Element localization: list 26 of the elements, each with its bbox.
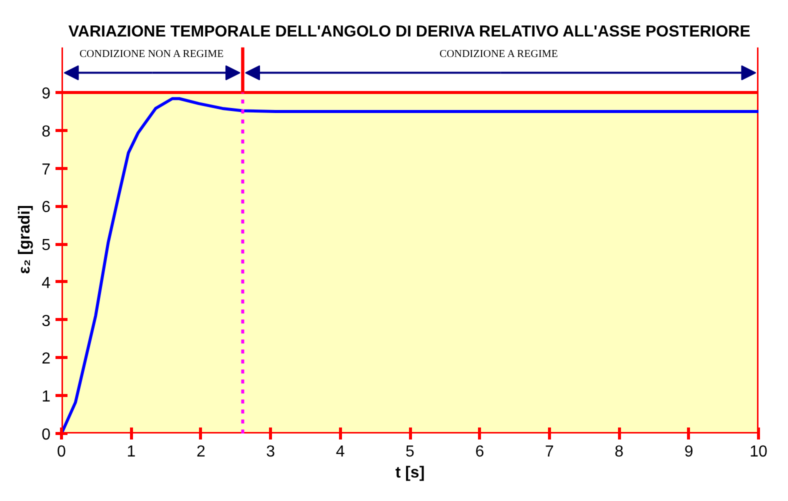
x-tick-label: 6 [475, 444, 484, 460]
y-tick-label: 5 [42, 237, 51, 254]
x-tick-label: 9 [684, 444, 694, 460]
x-tick-label: 10 [750, 444, 768, 460]
y-axis-title: ε₂ [gradi] [16, 205, 34, 274]
y-tick-label: 8 [42, 123, 51, 140]
y-tick-label: 1 [42, 388, 51, 406]
x-tick-label: 0 [57, 444, 66, 460]
y-tick-label: 4 [42, 274, 51, 292]
text: CONDIZIONE NON A REGIME [79, 48, 224, 60]
chart-title: VARIAZIONE TEMPORALE DELL'ANGOLO DI DERIVA RELATIVO ALL'ASSE POSTERIORE [68, 24, 751, 40]
text: CONDIZIONE A REGIME [439, 48, 558, 60]
y-tick-label: 9 [42, 86, 51, 103]
x-axis-title: t [s] [395, 464, 425, 482]
x-tick-label: 2 [196, 444, 206, 460]
x-tick-label: 1 [126, 444, 136, 460]
y-tick-label: 7 [42, 161, 51, 178]
y-tick-label: 0 [42, 426, 51, 444]
y-tick-label: 2 [42, 350, 51, 368]
x-tick-label: 8 [614, 444, 624, 460]
y-tick-label: 3 [42, 312, 51, 330]
x-tick-label: 3 [266, 444, 276, 460]
x-tick-label: 7 [544, 444, 554, 460]
x-tick-label: 4 [336, 444, 345, 460]
x-tick-label: 5 [406, 444, 415, 460]
y-tick-label: 6 [42, 199, 51, 216]
